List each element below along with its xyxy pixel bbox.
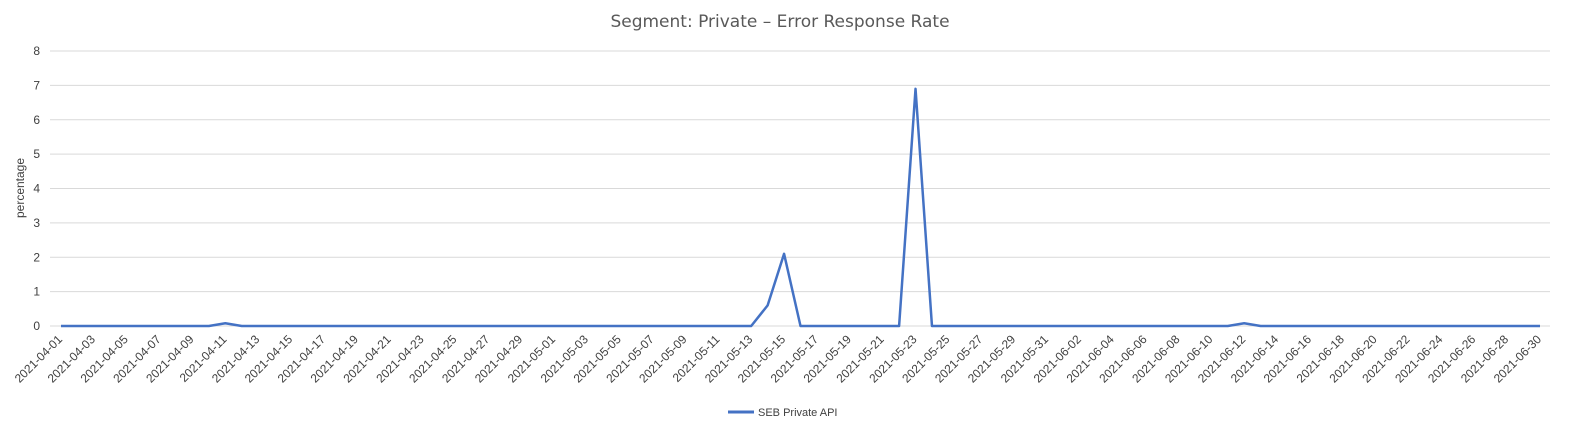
y-tick-label: 3	[33, 216, 40, 230]
y-tick-label: 7	[33, 78, 40, 92]
y-tick-label: 1	[33, 285, 40, 299]
y-tick-label: 8	[33, 44, 40, 58]
y-axis-ticks: 0 1 2 3 4 5 6 7 8	[33, 44, 40, 333]
y-tick-label: 6	[33, 113, 40, 127]
chart-title: Segment: Private – Error Response Rate	[610, 12, 949, 32]
y-axis-label: percentage	[13, 158, 27, 218]
legend: SEB Private API	[728, 407, 837, 419]
x-axis-ticks: 2021-04-012021-04-032021-04-052021-04-07…	[12, 332, 1545, 386]
series-lines	[61, 87, 1540, 328]
legend-label-seb-private-api: SEB Private API	[758, 407, 837, 419]
series-line-0	[61, 87, 1540, 328]
gridlines	[50, 50, 1550, 327]
y-tick-label: 5	[33, 147, 40, 161]
y-tick-label: 2	[33, 250, 40, 264]
y-tick-label: 4	[33, 182, 40, 196]
y-tick-label: 0	[33, 319, 40, 333]
